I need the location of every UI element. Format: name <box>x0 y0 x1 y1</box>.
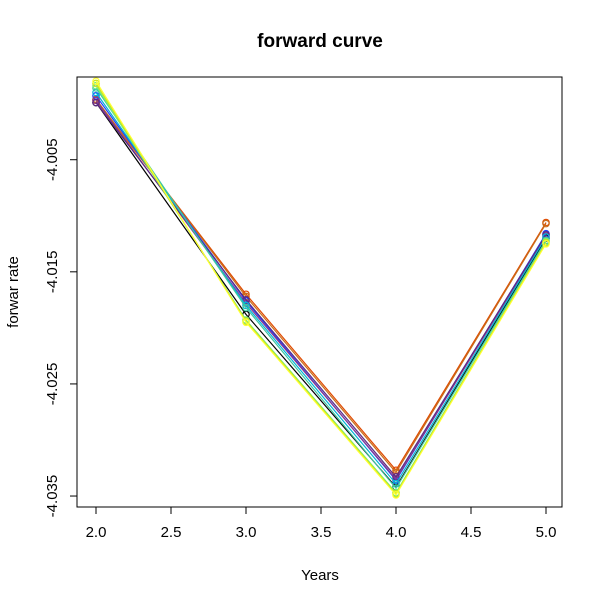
x-tick-label: 5.0 <box>536 524 557 541</box>
x-axis-label: Years <box>301 567 339 584</box>
chart-title: forward curve <box>257 31 383 52</box>
y-axis: -4.005 -4.015 -4.025 -4.035 <box>44 138 77 517</box>
data-point <box>242 301 250 310</box>
plot-frame <box>76 76 563 508</box>
data-point <box>92 98 100 107</box>
data-point <box>92 77 100 86</box>
y-tick-label: -4.005 <box>44 138 61 181</box>
x-tick-label: 3.0 <box>236 524 257 541</box>
data-point <box>242 318 250 327</box>
y-tick-label: -4.015 <box>44 251 61 294</box>
series-line <box>95 92 547 485</box>
data-point <box>392 491 400 499</box>
data-point <box>92 96 100 105</box>
series-line <box>95 98 547 474</box>
x-axis: 2.0 2.5 3.0 3.5 4.0 4.5 5.0 <box>86 507 557 541</box>
series-line <box>95 85 547 494</box>
series-line <box>95 95 547 482</box>
series-line <box>95 83 547 495</box>
x-tick-label: 2.5 <box>161 524 182 541</box>
data-point <box>542 219 550 228</box>
x-tick-label: 4.5 <box>461 524 482 541</box>
series-line <box>95 99 547 472</box>
y-tick-label: -4.025 <box>44 363 61 406</box>
data-point <box>542 239 550 248</box>
series-line <box>95 87 547 490</box>
series-line <box>95 102 547 479</box>
y-tick-label: -4.035 <box>44 475 61 518</box>
data-point <box>242 296 250 304</box>
x-tick-label: 3.5 <box>311 524 332 541</box>
data-point <box>242 303 250 312</box>
y-axis-label: forwar rate <box>5 256 22 328</box>
data-point <box>92 79 100 88</box>
series-line <box>95 80 547 496</box>
series-layer <box>92 77 550 499</box>
series-line <box>95 102 547 489</box>
x-tick-label: 4.0 <box>386 524 407 541</box>
series-line <box>95 99 547 481</box>
x-tick-label: 2.0 <box>86 524 107 541</box>
